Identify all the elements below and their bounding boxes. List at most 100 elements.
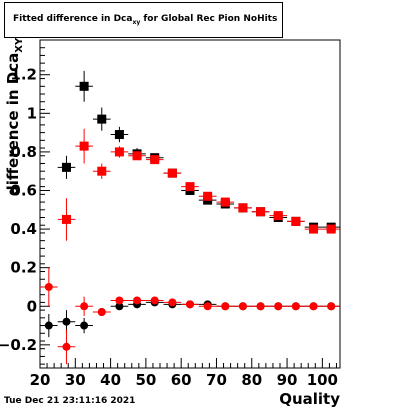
circle-marker bbox=[44, 321, 53, 330]
data-point bbox=[110, 296, 129, 305]
circle-marker bbox=[186, 300, 194, 309]
y-tick-label: 0 bbox=[27, 297, 37, 315]
circle-marker bbox=[291, 302, 300, 311]
data-point bbox=[75, 70, 93, 102]
data-point bbox=[128, 296, 146, 305]
data-point bbox=[287, 216, 305, 226]
circle-marker bbox=[203, 302, 212, 311]
circle-marker bbox=[62, 342, 71, 351]
data-point bbox=[234, 203, 252, 213]
data-point bbox=[145, 296, 164, 305]
data-point bbox=[216, 197, 235, 207]
square-marker bbox=[167, 168, 177, 178]
x-tick-label: 80 bbox=[241, 371, 262, 389]
y-tick-label: 0.6 bbox=[10, 181, 37, 199]
square-marker bbox=[97, 114, 107, 124]
data-point bbox=[251, 207, 270, 217]
data-point bbox=[57, 198, 76, 241]
plot-border bbox=[39, 39, 341, 369]
circle-marker bbox=[80, 321, 89, 330]
data-point bbox=[198, 191, 217, 201]
data-point bbox=[40, 267, 58, 307]
data-point bbox=[145, 155, 164, 165]
circle-marker bbox=[327, 302, 336, 311]
data-point bbox=[322, 302, 340, 311]
data-point bbox=[216, 302, 235, 311]
square-marker bbox=[150, 155, 160, 165]
data-point bbox=[163, 298, 182, 307]
data-point bbox=[75, 128, 93, 164]
data-point bbox=[181, 182, 199, 192]
square-marker bbox=[326, 224, 336, 234]
data-point bbox=[110, 302, 129, 311]
square-marker bbox=[309, 224, 319, 234]
data-point bbox=[251, 302, 270, 311]
square-marker bbox=[79, 141, 89, 151]
y-ticks: −0.2 0 0.2 0.4 0.6 0.8 1 1.2 bbox=[0, 47, 50, 365]
square-marker bbox=[114, 147, 124, 157]
data-point bbox=[269, 211, 288, 221]
x-tick-label: 100 bbox=[307, 371, 338, 389]
data-point bbox=[322, 224, 340, 234]
data-point bbox=[304, 224, 323, 234]
data-point bbox=[92, 107, 111, 131]
x-ticks: 20 30 40 50 60 70 80 90 100 bbox=[30, 358, 338, 389]
square-marker bbox=[203, 191, 213, 201]
circle-marker bbox=[309, 302, 318, 311]
data-point bbox=[110, 146, 129, 158]
data-point bbox=[128, 151, 146, 161]
square-marker bbox=[220, 197, 230, 207]
circle-marker bbox=[62, 317, 71, 326]
circle-marker bbox=[256, 302, 265, 311]
circle-marker bbox=[238, 302, 247, 311]
circle-marker bbox=[221, 302, 230, 311]
x-tick-label: 70 bbox=[206, 371, 227, 389]
data-point bbox=[75, 317, 93, 334]
data-point bbox=[57, 155, 76, 179]
data-point bbox=[92, 163, 111, 179]
circle-marker bbox=[274, 302, 283, 311]
y-tick-label: 0.4 bbox=[10, 220, 37, 238]
circle-marker bbox=[168, 298, 177, 307]
square-marker bbox=[185, 182, 195, 192]
timestamp: Tue Dec 21 23:11:16 2021 bbox=[4, 396, 136, 406]
plot-frame bbox=[39, 39, 341, 369]
circle-marker bbox=[150, 296, 159, 305]
y-tick-label: 1 bbox=[27, 104, 37, 122]
data-point bbox=[163, 168, 182, 178]
square-marker bbox=[238, 203, 248, 213]
square-marker bbox=[291, 216, 301, 226]
data-point bbox=[234, 302, 252, 311]
x-tick-label: 40 bbox=[100, 371, 121, 389]
circle-marker bbox=[44, 282, 53, 291]
data-point bbox=[304, 302, 323, 311]
square-marker bbox=[61, 214, 71, 224]
square-marker bbox=[114, 130, 124, 140]
x-axis-label: Quality bbox=[279, 390, 340, 408]
y-tick-label: 0.2 bbox=[10, 259, 37, 277]
data-point bbox=[110, 126, 129, 143]
data-point bbox=[198, 302, 217, 311]
circle-marker bbox=[115, 302, 124, 311]
y-tick-label: 0.8 bbox=[10, 143, 37, 161]
square-marker bbox=[256, 207, 266, 217]
square-marker bbox=[61, 162, 71, 172]
y-tick-label: 1.2 bbox=[10, 66, 37, 84]
square-marker bbox=[273, 211, 283, 221]
data-point bbox=[75, 296, 93, 316]
data-point bbox=[269, 302, 288, 311]
data-points bbox=[40, 70, 340, 365]
circle-marker bbox=[133, 296, 142, 305]
square-marker bbox=[97, 166, 107, 176]
data-point bbox=[92, 308, 111, 317]
data-point bbox=[40, 313, 58, 338]
circle-marker bbox=[115, 296, 124, 305]
square-marker bbox=[79, 81, 89, 91]
x-tick-label: 20 bbox=[30, 371, 51, 389]
data-point bbox=[287, 302, 305, 311]
data-point bbox=[57, 329, 76, 365]
x-tick-label: 90 bbox=[277, 371, 298, 389]
x-tick-label: 30 bbox=[65, 371, 86, 389]
square-marker bbox=[132, 151, 142, 161]
